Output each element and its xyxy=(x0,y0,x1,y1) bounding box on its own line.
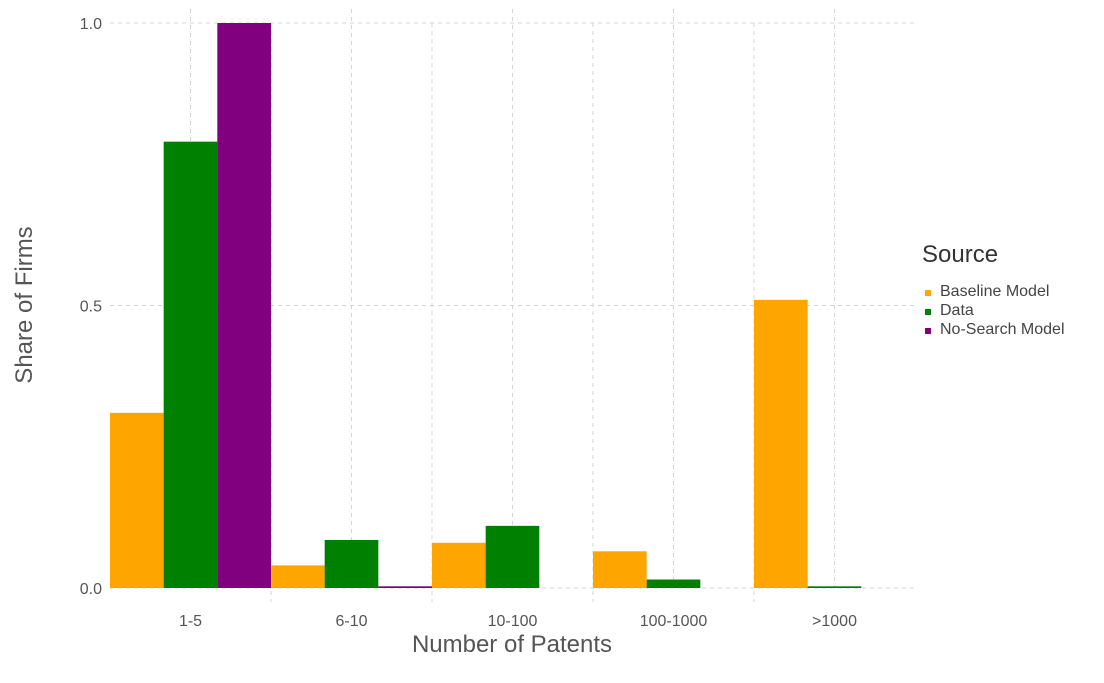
legend-swatch-baseline-model xyxy=(925,290,931,296)
legend-title: Source xyxy=(922,241,998,268)
bar-baseline-model-1-5 xyxy=(110,412,164,588)
bar-baseline-model-6-10 xyxy=(271,565,325,588)
x-tick-label-6-10: 6-10 xyxy=(335,613,367,630)
bar-data-1-5 xyxy=(163,141,218,588)
legend-label-no-search-model: No-Search Model xyxy=(940,321,1065,338)
y-tick-label-0: 0.0 xyxy=(80,581,102,598)
bar-data-6-10 xyxy=(324,539,379,588)
bar-data-10-100 xyxy=(485,525,540,588)
y-tick-label-1: 0.5 xyxy=(80,299,102,316)
bar-no-search-model-1-5 xyxy=(217,23,271,588)
x-axis-title: Number of Patents xyxy=(412,631,612,658)
bar-data-100-1000 xyxy=(646,579,701,588)
bar-baseline-model-1000 xyxy=(754,299,808,588)
legend-swatch-no-search-model xyxy=(925,328,931,334)
y-tick-labels: 0.0 0.5 1.0 xyxy=(80,16,102,598)
bar-baseline-model-100-1000 xyxy=(593,551,647,588)
legend-swatch-data xyxy=(925,309,931,315)
bar-no-search-model-6-10 xyxy=(378,586,432,588)
x-tick-label-1-5: 1-5 xyxy=(179,613,202,630)
x-tick-label-100-1000: 100-1000 xyxy=(640,613,708,630)
legend-label-data: Data xyxy=(940,302,974,319)
bar-baseline-model-10-100 xyxy=(432,542,486,588)
y-axis-title: Share of Firms xyxy=(11,226,38,383)
y-tick-label-2: 1.0 xyxy=(80,16,102,33)
legend: Source Baseline Model Data No-Search Model xyxy=(922,241,1065,338)
legend-label-baseline-model: Baseline Model xyxy=(940,283,1049,300)
x-tick-label-10-100: 10-100 xyxy=(488,613,538,630)
x-tick-labels: 1-5 6-10 10-100 100-1000 >1000 xyxy=(179,613,857,630)
x-tick-label-1000: >1000 xyxy=(812,613,857,630)
bars xyxy=(110,23,862,588)
bar-data-1000 xyxy=(807,586,862,588)
